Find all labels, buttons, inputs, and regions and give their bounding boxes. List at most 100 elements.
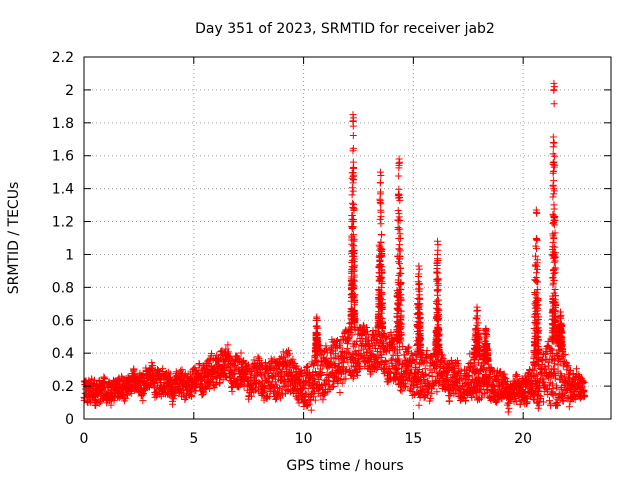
data-point [557,320,565,328]
data-point [313,324,321,332]
data-point [375,291,383,299]
data-point [485,378,493,386]
data-point [549,230,557,238]
data-point [349,242,357,250]
data-point [350,164,358,172]
data-point [415,347,423,355]
data-point [493,398,501,406]
data-point [548,380,556,388]
data-point [480,354,488,362]
data-point [549,273,557,281]
data-point [372,366,380,374]
data-point [331,361,339,369]
data-point [523,394,531,402]
data-point [377,246,385,254]
data-point [481,329,489,337]
data-point [532,324,540,332]
data-point [529,365,537,373]
x-tick-label: 10 [295,431,313,447]
data-point [158,368,166,376]
data-point [149,362,157,370]
y-tick-label: 0.8 [52,280,74,296]
data-point [551,318,559,326]
data-point [285,350,293,358]
data-point [376,336,384,344]
data-point [368,350,376,358]
data-point [348,273,356,281]
data-point [534,404,542,412]
data-point [439,372,447,380]
data-point [394,207,402,215]
data-point [348,184,356,192]
data-point [522,400,530,408]
data-point [323,355,331,363]
data-point [395,216,403,224]
data-point [533,262,541,270]
data-point [540,398,548,406]
data-point [563,363,571,371]
data-point [375,295,383,303]
data-point [254,353,262,361]
data-point [550,276,558,284]
data-point [376,262,384,270]
data-point [215,379,223,387]
data-point [375,303,383,311]
data-point [489,381,497,389]
data-point [434,275,442,283]
data-point [535,397,543,405]
data-point [225,354,233,362]
data-point [425,372,433,380]
data-point [349,294,357,302]
data-point [393,364,401,372]
data-point [396,293,404,301]
data-point [378,351,386,359]
data-point [311,396,319,404]
data-point [504,408,512,416]
data-point [388,355,396,363]
data-point [89,379,97,387]
data-point [200,389,208,397]
data-point [394,226,402,234]
data-point [449,363,457,371]
data-point [328,347,336,355]
data-point [297,366,305,374]
data-point [414,384,422,392]
data-point [445,397,453,405]
data-point [153,365,161,373]
data-point [348,199,356,207]
data-point [211,381,219,389]
data-point [356,365,364,373]
data-point [349,293,357,301]
grid-lines [84,57,611,419]
data-point [302,363,310,371]
data-point [394,368,402,376]
data-point [348,223,356,231]
data-point [304,401,312,409]
data-point [541,364,549,372]
y-tick-label: 0.4 [52,346,74,362]
data-point [178,366,186,374]
data-point [473,315,481,323]
data-point [548,335,556,343]
data-point [415,365,423,373]
data-point [350,246,358,254]
data-point [555,356,563,364]
data-point [315,375,323,383]
data-point [550,266,558,274]
data-point [550,251,558,259]
data-point [338,379,346,387]
y-tick-label: 1 [65,247,74,263]
data-point [394,364,402,372]
data-point [433,261,441,269]
data-point [551,243,559,251]
data-point [549,238,557,246]
data-point [396,265,404,273]
data-point [307,406,315,414]
data-point [423,347,431,355]
data-point [351,347,359,355]
data-point [373,335,381,343]
data-point [559,397,567,405]
data-point [212,380,220,388]
data-point [387,369,395,377]
